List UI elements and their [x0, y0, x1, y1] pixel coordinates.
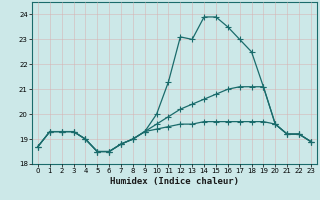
X-axis label: Humidex (Indice chaleur): Humidex (Indice chaleur) [110, 177, 239, 186]
